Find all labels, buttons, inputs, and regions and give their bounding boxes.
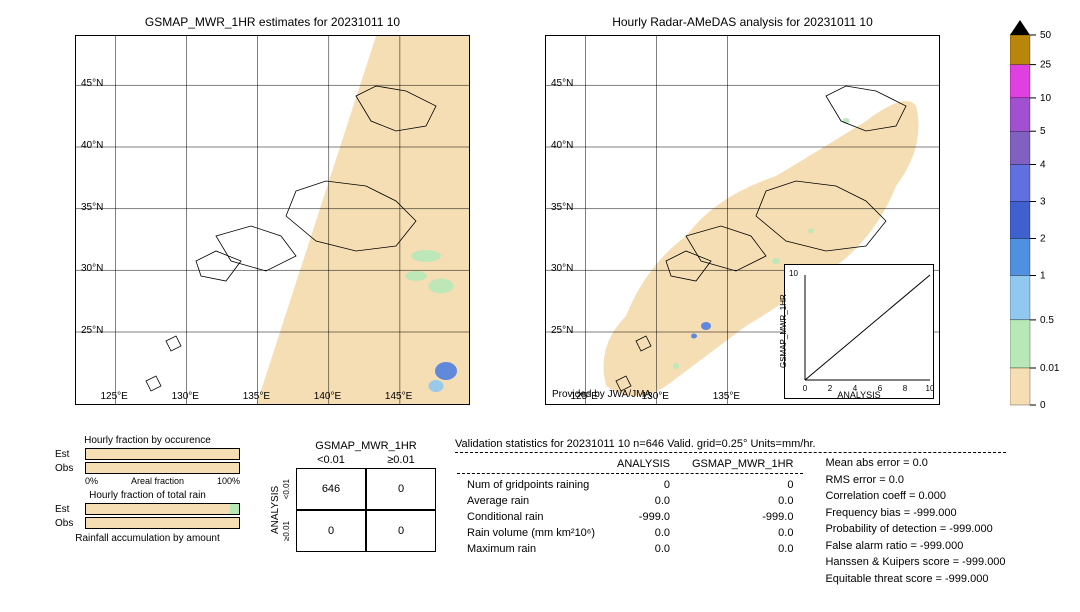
- svg-text:25: 25: [1040, 60, 1052, 71]
- validation-stat: Hanssen & Kuipers score = -999.000: [825, 554, 1005, 571]
- left-lon-label: 135°E: [243, 391, 270, 402]
- right-lon-label: 130°E: [642, 391, 669, 402]
- svg-text:2: 2: [1040, 234, 1046, 245]
- frac-axis-mid: Areal fraction: [131, 476, 184, 486]
- right-lat-label: 30°N: [551, 263, 573, 274]
- validation-row: Num of gridpoints raining00: [457, 478, 803, 492]
- fraction-bar-label: Est: [55, 504, 85, 515]
- svg-text:1: 1: [1040, 271, 1046, 282]
- fraction-bar-track: [85, 448, 240, 460]
- svg-text:4: 4: [1040, 160, 1046, 171]
- ct-col2: ≥0.01: [366, 452, 436, 468]
- ct-r1: <0.01: [282, 479, 296, 499]
- svg-text:3: 3: [1040, 197, 1046, 208]
- scatter-xlabel: ANALYSIS: [785, 390, 933, 400]
- validation-row: Rain volume (mm km²10⁶)0.00.0: [457, 526, 803, 540]
- frac-title-1: Hourly fraction by occurence: [55, 435, 240, 446]
- validation-row: Maximum rain0.00.0: [457, 542, 803, 556]
- ct-v11: 0: [366, 510, 436, 552]
- ct-v10: 0: [296, 510, 366, 552]
- colorbar: 502510543210.50.010: [1010, 35, 1030, 405]
- validation-stat: Frequency bias = -999.000: [825, 505, 1005, 522]
- right-lon-label: 125°E: [571, 391, 598, 402]
- fraction-bar-row: Est: [55, 448, 240, 460]
- fraction-bar-label: Est: [55, 449, 85, 460]
- svg-text:50: 50: [1040, 30, 1052, 41]
- ct-rowlabel: ANALYSIS: [270, 468, 282, 552]
- left-lat-label: 40°N: [81, 140, 103, 151]
- colorbar-arrow-icon: [1010, 20, 1030, 35]
- ct-v00: 646: [296, 468, 366, 510]
- fraction-bar-track: [85, 517, 240, 529]
- frac-axis-right: 100%: [217, 476, 240, 486]
- contingency-table: GSMAP_MWR_1HR <0.01 ≥0.01 ANALYSIS <0.01…: [270, 440, 436, 552]
- right-map: Provided by JWA/JMA 0246810 10 ANALYSIS …: [545, 35, 940, 405]
- ct-title: GSMAP_MWR_1HR: [296, 440, 436, 452]
- right-lon-label: 135°E: [713, 391, 740, 402]
- svg-text:0.01: 0.01: [1040, 363, 1060, 374]
- fraction-bar-row: Obs: [55, 517, 240, 529]
- validation-stat: RMS error = 0.0: [825, 472, 1005, 489]
- validation-stat: Probability of detection = -999.000: [825, 521, 1005, 538]
- ct-v01: 0: [366, 468, 436, 510]
- fraction-bar-label: Obs: [55, 463, 85, 474]
- right-lat-label: 45°N: [551, 78, 573, 89]
- left-lon-label: 130°E: [172, 391, 199, 402]
- fraction-bar-track: [85, 503, 240, 515]
- validation-row: Average rain0.00.0: [457, 494, 803, 508]
- frac-title-2: Hourly fraction of total rain: [55, 490, 240, 501]
- frac-title-3: Rainfall accumulation by amount: [55, 533, 240, 544]
- svg-text:10: 10: [1040, 93, 1052, 104]
- ct-col1: <0.01: [296, 452, 366, 468]
- fraction-bar-track: [85, 462, 240, 474]
- svg-text:0: 0: [1040, 400, 1046, 411]
- left-lat-label: 45°N: [81, 78, 103, 89]
- validation-stat: Correlation coeff = 0.000: [825, 488, 1005, 505]
- swath-region: [256, 36, 470, 405]
- svg-text:0.5: 0.5: [1040, 315, 1054, 326]
- fraction-bars: Hourly fraction by occurence Est Obs 0% A…: [55, 435, 240, 544]
- left-lon-label: 125°E: [101, 391, 128, 402]
- left-lon-label: 140°E: [314, 391, 341, 402]
- right-credit: Provided by JWA/JMA: [552, 389, 651, 400]
- validation-row: Conditional rain-999.0-999.0: [457, 510, 803, 524]
- right-lat-label: 40°N: [551, 140, 573, 151]
- validation-stat: False alarm ratio = -999.000: [825, 538, 1005, 555]
- frac-axis-left: 0%: [85, 476, 98, 486]
- left-lon-label: 145°E: [385, 391, 412, 402]
- validation-stat: Equitable threat score = -999.000: [825, 571, 1005, 588]
- validation-stat: Mean abs error = 0.0: [825, 455, 1005, 472]
- ct-r2: ≥0.01: [282, 521, 296, 541]
- right-lat-label: 35°N: [551, 202, 573, 213]
- svg-text:5: 5: [1040, 126, 1046, 137]
- scatter-ylabel: GSMAP_MWR_1HR: [779, 265, 788, 398]
- validation-header: Validation statistics for 20231011 10 n=…: [455, 438, 1006, 450]
- scatter-ylim: 10: [789, 269, 798, 278]
- left-map: MetOp-A AMSU-A/MHS: [75, 35, 470, 405]
- left-lat-label: 25°N: [81, 325, 103, 336]
- left-lat-label: 35°N: [81, 202, 103, 213]
- fraction-bar-row: Est: [55, 503, 240, 515]
- fraction-bar-label: Obs: [55, 518, 85, 529]
- val-col1: ANALYSIS: [607, 457, 680, 471]
- scatter-inset: 0246810 10 ANALYSIS GSMAP_MWR_1HR: [784, 264, 934, 399]
- val-col2: GSMAP_MWR_1HR: [682, 457, 803, 471]
- left-map-title: GSMAP_MWR_1HR estimates for 20231011 10: [75, 15, 470, 29]
- right-map-title: Hourly Radar-AMeDAS analysis for 2023101…: [545, 15, 940, 29]
- left-lat-label: 30°N: [81, 263, 103, 274]
- right-lat-label: 25°N: [551, 325, 573, 336]
- fraction-bar-row: Obs: [55, 462, 240, 474]
- validation-panel: Validation statistics for 20231011 10 n=…: [455, 438, 1006, 587]
